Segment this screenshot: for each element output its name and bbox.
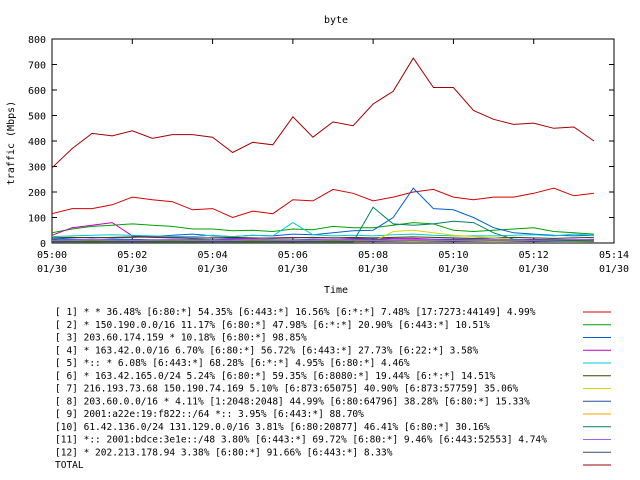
legend-label: [ 2] * 150.190.0.0/16 11.17% [6:80:*] 47… bbox=[55, 320, 490, 331]
y-tick-label: 200 bbox=[28, 188, 46, 199]
plot-frame bbox=[51, 38, 615, 244]
series-line-13 bbox=[51, 57, 595, 169]
legend-label: [ 8] 203.60.0.0/16 * 4.11% [1:2048:2048]… bbox=[55, 396, 530, 407]
legend-label: [ 1] * * 36.48% [6:80:*] 54.35% [6:443:*… bbox=[55, 307, 536, 318]
x-tick-date: 01/30 bbox=[278, 264, 308, 275]
x-tick-time: 05:08 bbox=[358, 250, 388, 261]
y-tick-label: 600 bbox=[28, 86, 46, 97]
legend-label: TOTAL bbox=[55, 460, 84, 471]
x-axis-ticks: 05:00 01/30 05:02 01/30 05:04 01/30 05:06 01/30… bbox=[37, 39, 629, 275]
series-line-3 bbox=[51, 187, 594, 240]
series-line-2 bbox=[51, 222, 594, 235]
legend-label: [ 5] *:: * 6.08% [6:443:*] 68.28% [6:*:*… bbox=[55, 358, 410, 369]
chart-title: byte bbox=[324, 15, 348, 26]
legend-label: [11] *:: 2001:bdce:3e1e::/48 3.80% [6:44… bbox=[55, 435, 547, 446]
y-tick-label: 400 bbox=[28, 137, 46, 148]
y-axis-ticks: 0 100 200 300 400 500 600 700 800 bbox=[28, 35, 614, 250]
y-tick-label: 800 bbox=[28, 35, 46, 46]
x-tick-date: 01/30 bbox=[358, 264, 388, 275]
legend-label: [ 4] * 163.42.0.0/16 6.70% [6:80:*] 56.7… bbox=[55, 345, 479, 356]
y-tick-label: 700 bbox=[28, 61, 46, 72]
x-tick-date: 01/30 bbox=[198, 264, 228, 275]
legend: [ 1] * * 36.48% [6:80:*] 54.35% [6:443:*… bbox=[55, 307, 611, 471]
legend-label: [ 6] * 163.42.165.0/24 5.24% [6:80:*] 59… bbox=[55, 371, 496, 382]
y-tick-label: 100 bbox=[28, 214, 46, 225]
x-tick-time: 05:06 bbox=[278, 250, 308, 261]
x-tick-time: 05:10 bbox=[438, 250, 468, 261]
legend-label: [12] * 202.213.178.94 3.38% [6:80:*] 91.… bbox=[55, 447, 393, 458]
x-tick-time: 05:14 bbox=[599, 250, 629, 261]
y-axis-label: traffic (Mbps) bbox=[6, 101, 17, 185]
x-tick-time: 05:02 bbox=[117, 250, 147, 261]
legend-label: [10] 61.42.136.0/24 131.129.0.0/16 3.81%… bbox=[55, 422, 490, 433]
y-tick-label: 0 bbox=[40, 239, 46, 250]
legend-label: [ 7] 216.193.73.68 150.190.74.169 5.10% … bbox=[55, 384, 519, 395]
series-line-11 bbox=[51, 238, 594, 241]
legend-label: [ 3] 203.60.174.159 * 10.18% [6:80:*] 98… bbox=[55, 333, 307, 344]
x-tick-date: 01/30 bbox=[599, 264, 629, 275]
legend-label: [ 9] 2001:a22e:19:f822::/64 *:: 3.95% [6… bbox=[55, 409, 364, 420]
x-tick-time: 05:12 bbox=[519, 250, 549, 261]
y-tick-label: 300 bbox=[28, 163, 46, 174]
x-tick-date: 01/30 bbox=[438, 264, 468, 275]
series-line-12 bbox=[51, 240, 594, 243]
series-line-6 bbox=[51, 236, 594, 239]
x-tick-time: 05:04 bbox=[198, 250, 228, 261]
series-lines bbox=[51, 57, 595, 243]
x-tick-time: 05:00 bbox=[37, 250, 67, 261]
x-axis-label: Time bbox=[324, 285, 348, 296]
y-tick-label: 500 bbox=[28, 112, 46, 123]
x-tick-date: 01/30 bbox=[117, 264, 147, 275]
x-tick-date: 01/30 bbox=[519, 264, 549, 275]
x-tick-date: 01/30 bbox=[37, 264, 67, 275]
series-line-1 bbox=[51, 187, 594, 219]
series-line-5 bbox=[51, 222, 594, 238]
